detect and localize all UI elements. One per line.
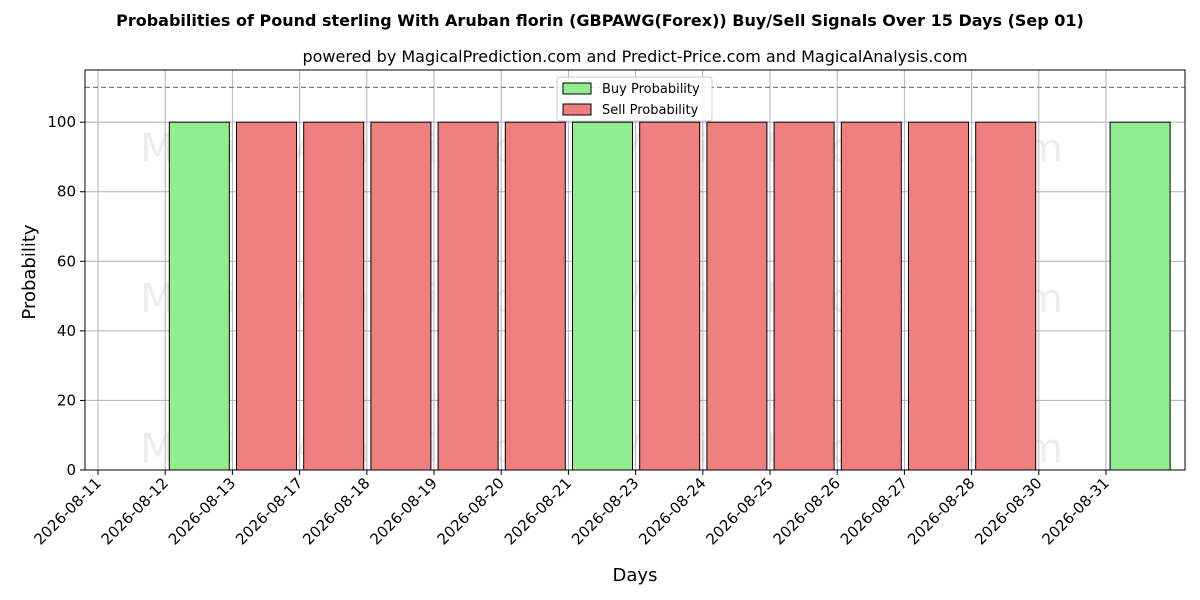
bar-sell xyxy=(773,121,835,471)
x-axis-label: Days xyxy=(613,565,658,586)
x-tick-label: 2026-08-17 xyxy=(232,474,306,548)
bar-sell xyxy=(370,121,432,471)
x-tick-label: 2026-08-26 xyxy=(770,474,844,548)
bar-sell xyxy=(236,121,297,471)
bar-sell xyxy=(975,121,1037,471)
plot-frame xyxy=(84,69,1186,471)
x-tick-label: 2026-08-13 xyxy=(165,474,239,548)
x-tick-label: 2026-08-11 xyxy=(30,474,104,548)
bar-buy xyxy=(572,121,633,471)
bar-sell xyxy=(840,121,902,471)
y-tick-label: 80 xyxy=(57,183,76,201)
chart-title: Probabilities of Pound sterling With Aru… xyxy=(116,11,1084,30)
x-tick-label: 2026-08-25 xyxy=(702,474,776,548)
bar-buy xyxy=(1109,121,1171,471)
x-tick-label: 2026-08-12 xyxy=(98,474,172,548)
x-tick-label: 2026-08-18 xyxy=(299,474,373,548)
y-tick-label: 0 xyxy=(66,461,76,479)
x-tick-label: 2026-08-23 xyxy=(568,474,642,548)
bar-sell xyxy=(908,121,969,471)
chart-subtitle: powered by MagicalPrediction.com and Pre… xyxy=(302,47,967,66)
y-tick-label: 60 xyxy=(57,252,76,270)
x-tick-label: 2026-08-30 xyxy=(971,474,1045,548)
x-tick-label: 2026-08-21 xyxy=(501,474,575,548)
y-tick-label: 100 xyxy=(47,113,76,131)
y-tick-label: 40 xyxy=(57,322,76,340)
x-axis-ticks: 2026-08-112026-08-122026-08-132026-08-17… xyxy=(30,470,1113,548)
y-axis-ticks: 0 20 40 60 80 100 xyxy=(47,113,85,479)
legend-swatch xyxy=(562,82,592,95)
legend-label: Sell Probability xyxy=(602,103,699,118)
bars xyxy=(168,121,1171,471)
bar-sell xyxy=(504,121,566,471)
y-tick-label: 20 xyxy=(57,391,76,409)
bar-sell xyxy=(639,121,701,471)
y-axis-label: Probability xyxy=(19,224,40,319)
bar-buy xyxy=(168,121,230,471)
x-tick-label: 2026-08-19 xyxy=(366,474,440,548)
legend-label: Buy Probability xyxy=(602,82,700,97)
bar-sell xyxy=(706,121,768,471)
legend: Buy Probability Sell Probability xyxy=(556,76,713,122)
x-tick-label: 2026-08-20 xyxy=(434,474,508,548)
x-tick-label: 2026-08-27 xyxy=(837,474,911,548)
x-tick-label: 2026-08-24 xyxy=(635,474,709,548)
bar-sell xyxy=(437,121,499,471)
bar-sell xyxy=(303,121,365,471)
legend-box xyxy=(556,76,713,122)
legend-swatch xyxy=(562,103,592,116)
x-tick-label: 2026-08-31 xyxy=(1038,474,1112,548)
x-tick-label: 2026-08-28 xyxy=(904,474,978,548)
